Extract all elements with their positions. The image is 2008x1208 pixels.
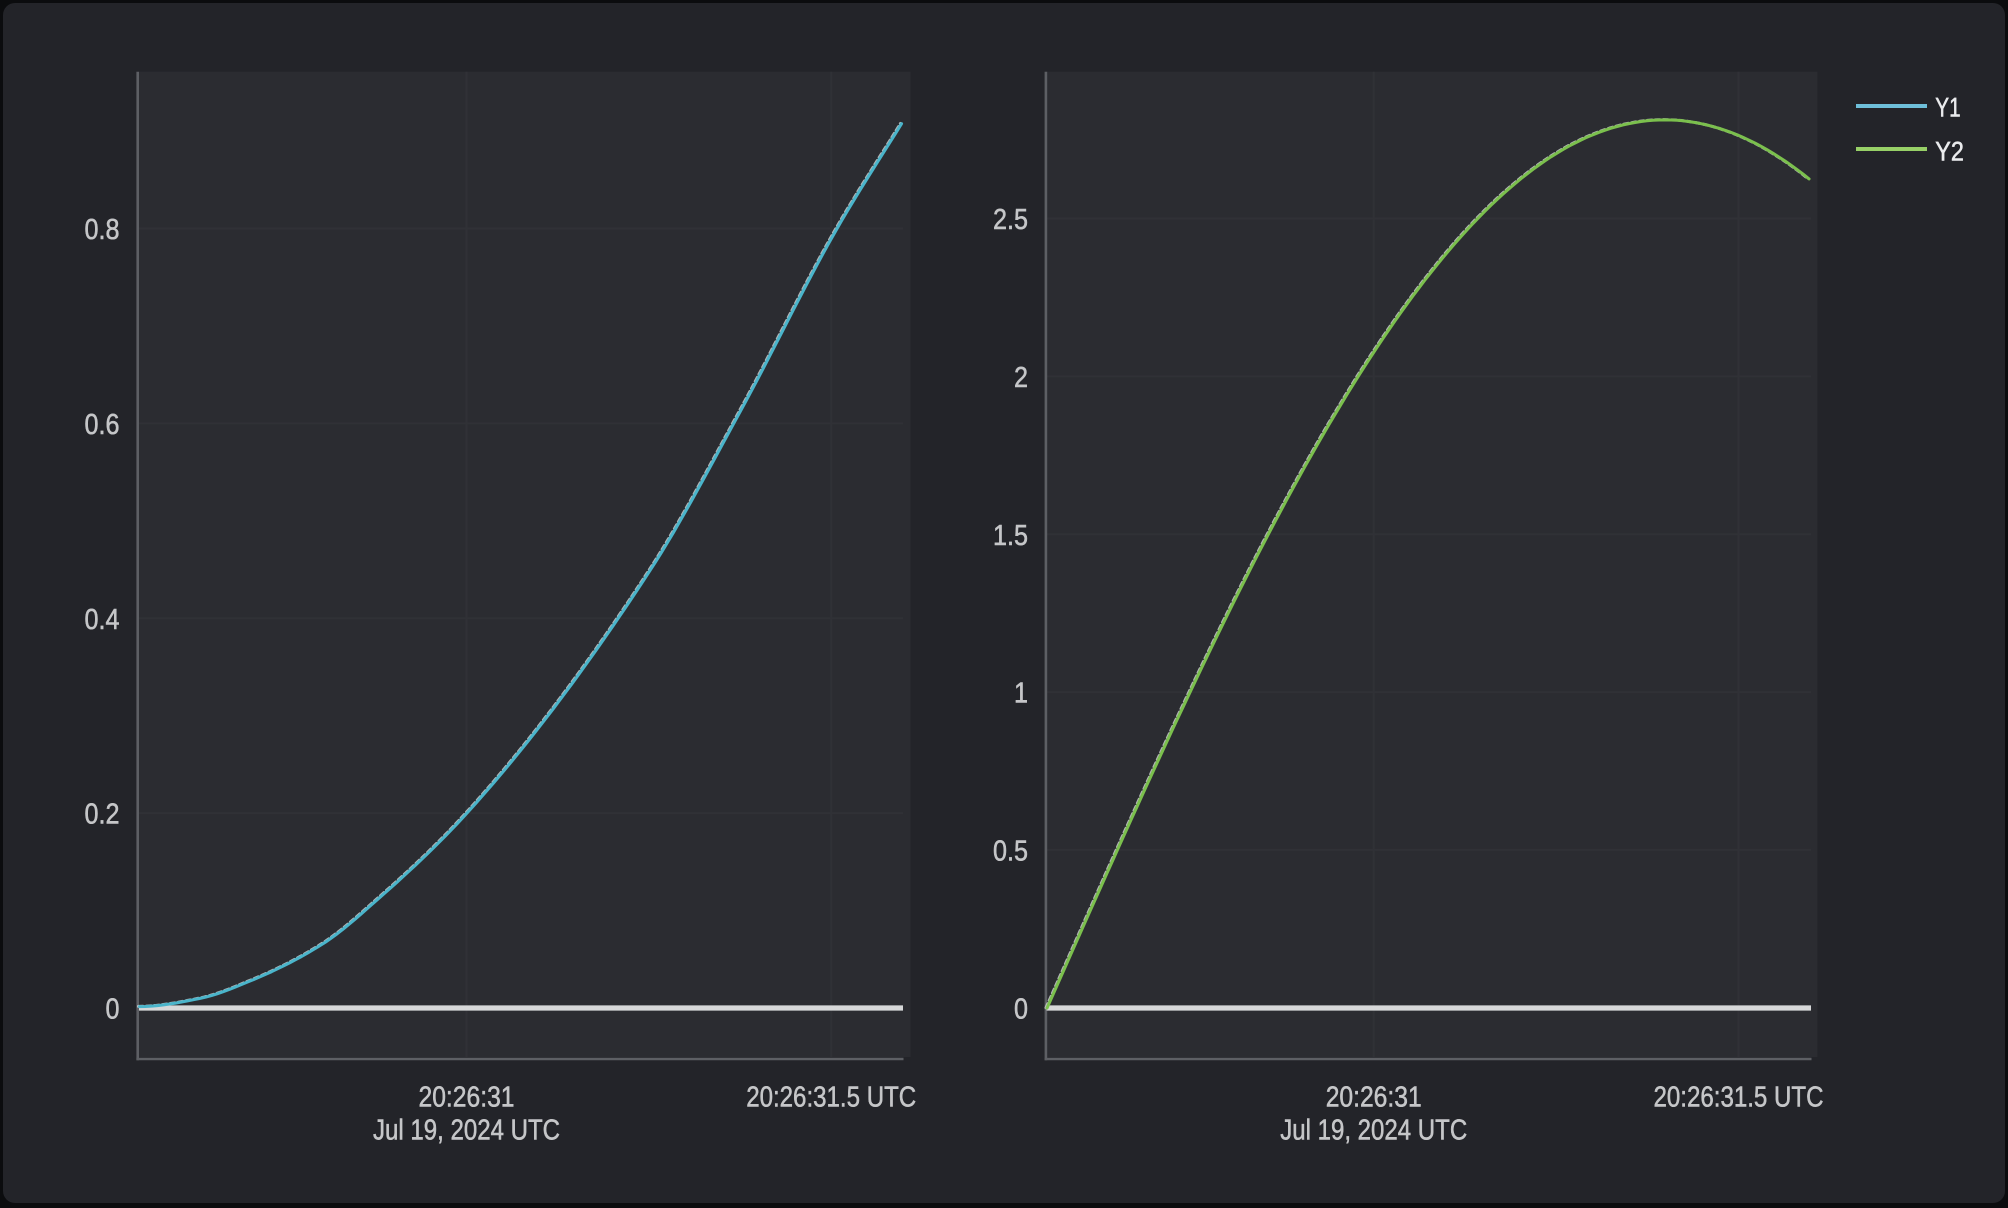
svg-text:20:26:31.5 UTC: 20:26:31.5 UTC bbox=[746, 1082, 916, 1114]
svg-text:0.5: 0.5 bbox=[993, 835, 1028, 867]
svg-text:20:26:31: 20:26:31 bbox=[419, 1082, 515, 1114]
svg-text:1: 1 bbox=[1014, 678, 1028, 710]
svg-text:0: 0 bbox=[106, 994, 120, 1026]
svg-text:20:26:31: 20:26:31 bbox=[1326, 1082, 1422, 1114]
svg-text:Y2: Y2 bbox=[1935, 136, 1964, 166]
svg-text:1.5: 1.5 bbox=[993, 520, 1028, 552]
svg-text:Jul 19, 2024 UTC: Jul 19, 2024 UTC bbox=[373, 1115, 560, 1147]
svg-text:2.5: 2.5 bbox=[993, 204, 1028, 236]
svg-text:20:26:31.5 UTC: 20:26:31.5 UTC bbox=[1654, 1082, 1824, 1114]
svg-text:0.4: 0.4 bbox=[85, 604, 120, 636]
svg-text:0.2: 0.2 bbox=[85, 799, 120, 831]
svg-text:0.8: 0.8 bbox=[85, 214, 120, 246]
svg-text:Y1: Y1 bbox=[1935, 93, 1960, 123]
svg-text:Jul 19, 2024 UTC: Jul 19, 2024 UTC bbox=[1280, 1115, 1467, 1147]
svg-text:0: 0 bbox=[1014, 994, 1028, 1026]
svg-text:2: 2 bbox=[1014, 362, 1028, 394]
svg-text:0.6: 0.6 bbox=[85, 409, 120, 441]
